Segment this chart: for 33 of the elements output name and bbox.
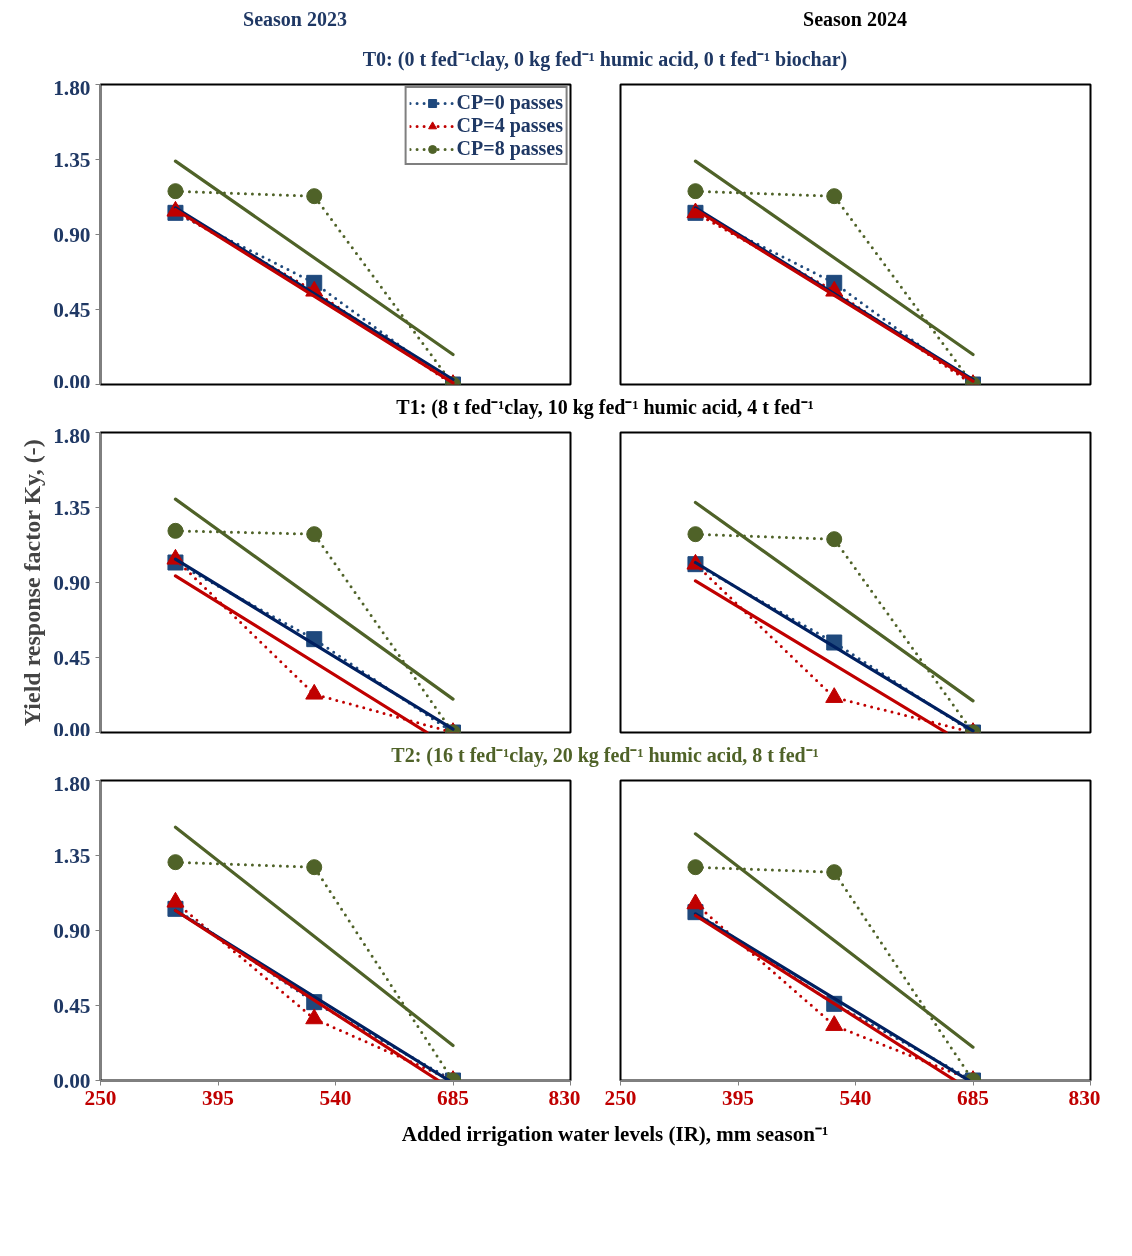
chart-title: Season 2024: [803, 7, 907, 32]
chart-subtitle: T0: (0 t fed⁻¹clay, 0 kg fed⁻¹ humic acid, 0 t fed⁻¹ biochar): [362, 47, 848, 73]
x-tick-label: 540: [319, 1085, 352, 1110]
y-tick-label: 1.35: [53, 495, 91, 520]
y-tick-label: 0.00: [53, 717, 91, 742]
y-tick-label: 1.80: [53, 75, 91, 100]
y-axis-title: Yield response factor Ky, (-): [19, 439, 46, 727]
y-tick-label: 0.00: [53, 369, 91, 394]
y-tick-label: 0.90: [53, 570, 91, 595]
x-tick-label: 395: [722, 1085, 754, 1110]
legend-label: CP=4 passes: [456, 114, 563, 137]
x-axis-title: Added irrigation water levels (IR), mm season⁻¹: [401, 1121, 829, 1148]
x-tick-label: 830: [1068, 1085, 1101, 1110]
y-tick-label: 0.45: [53, 297, 91, 322]
legend-label: CP=8 passes: [456, 137, 563, 160]
y-tick-label: 0.45: [53, 645, 91, 670]
chart-title: Season 2023: [243, 7, 347, 32]
x-tick-label: 250: [604, 1085, 637, 1110]
y-tick-label: 1.35: [53, 147, 91, 172]
y-tick-label: 1.80: [53, 423, 91, 448]
y-tick-label: 0.90: [53, 918, 91, 943]
x-tick-label: 685: [957, 1085, 989, 1110]
legend-label: CP=0 passes: [456, 91, 563, 114]
chart-subtitle: T1: (8 t fed⁻¹clay, 10 kg fed⁻¹ humic acid, 4 t fed⁻¹: [396, 395, 814, 421]
y-tick-label: 0.45: [53, 993, 91, 1018]
y-tick-label: 1.80: [53, 771, 91, 796]
y-tick-label: 0.90: [53, 222, 91, 247]
x-tick-label: 685: [437, 1085, 469, 1110]
x-tick-label: 395: [202, 1085, 234, 1110]
x-tick-label: 540: [839, 1085, 872, 1110]
x-tick-label: 830: [548, 1085, 581, 1110]
y-tick-label: 1.35: [53, 843, 91, 868]
chart-subtitle: T2: (16 t fed⁻¹clay, 20 kg fed⁻¹ humic acid, 8 t fed⁻¹: [391, 743, 819, 769]
